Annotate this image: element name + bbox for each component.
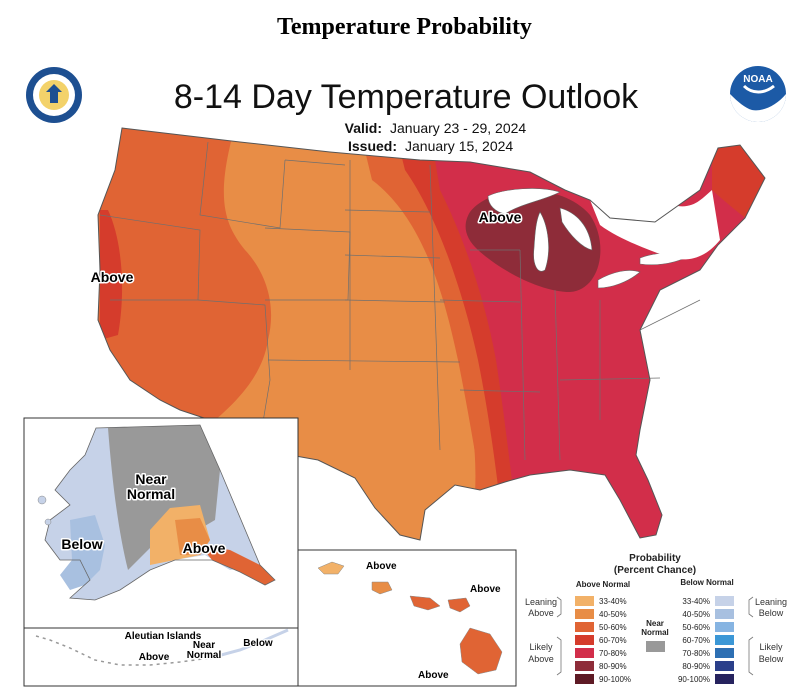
label-hawaii-2: Above [470,584,501,595]
commerce-seal-icon [26,67,82,123]
legend-below-range-5: 80-90% [682,662,710,671]
legend-leaning-above-2: Above [528,608,554,618]
legend-below-swatch-4 [715,648,734,658]
legend-likely-below-1: Likely [759,642,783,652]
hawaii-inset: Above Above Above [297,549,517,687]
label-great-lakes: Above [479,209,522,225]
legend-below-swatch-0 [715,596,734,606]
alaska-inset: Near Normal Below Above Aleutian Islands… [23,417,299,687]
legend-below-swatch-1 [715,609,734,619]
legend-below-swatch-5 [715,661,734,671]
zone-60-70-coast [100,210,123,340]
legend-below-range-3: 60-70% [682,636,710,645]
conus-outline [97,127,766,541]
label-aleutian-above: Above [139,652,170,663]
legend-near-1: Near [646,619,664,628]
label-alaska-above: Above [183,540,226,556]
valid-label: Valid: [345,120,382,136]
legend-above-swatch-5 [575,661,594,671]
legend-above-range-2: 50-60% [599,623,627,632]
legend-title-2: (Percent Chance) [614,565,696,576]
legend-swatch-near-normal [646,641,665,652]
issued-date: January 15, 2024 [405,138,513,154]
legend-above-header: Above Normal [576,580,630,589]
legend-below-range-4: 70-80% [682,649,710,658]
map-title: 8-14 Day Temperature Outlook [174,78,639,116]
legend-above-swatch-0 [575,596,594,606]
label-hawaii-1: Above [366,561,397,572]
legend-likely-below-2: Below [759,654,784,664]
legend-title-1: Probability [629,553,681,564]
label-aleutian-below: Below [243,638,273,649]
legend-above-range-5: 80-90% [599,662,627,671]
label-aleutian-title: Aleutian Islands [125,631,202,642]
page-title: Temperature Probability [277,14,532,40]
legend-below-range-0: 33-40% [682,597,710,606]
state-boundaries [99,141,701,461]
label-aleutian-near-1: Near [193,640,215,651]
label-west-coast: Above [91,269,134,285]
label-alaska-near-2: Normal [127,486,175,502]
legend-below-swatch-6 [715,674,734,684]
label-hawaii-3: Above [418,670,449,681]
label-aleutian-near-2: Normal [187,650,222,661]
legend-above-swatch-4 [575,648,594,658]
noaa-logo-icon: NOAA [730,66,786,122]
legend-above-range-4: 70-80% [599,649,627,658]
valid-date: January 23 - 29, 2024 [390,120,526,136]
legend-above-swatch-2 [575,622,594,632]
legend-above-range-3: 60-70% [599,636,627,645]
label-alaska-near-1: Near [135,471,167,487]
legend-above-swatch-6 [575,674,594,684]
legend-likely-above-2: Above [528,654,554,664]
label-alaska-below: Below [61,536,102,552]
legend-leaning-below-2: Below [759,608,784,618]
canada-region [590,190,720,260]
legend-leaning-below-1: Leaning [755,597,787,607]
legend-below-swatch-2 [715,622,734,632]
legend-above-range-1: 40-50% [599,610,627,619]
legend: Probability (Percent Chance) Above Norma… [525,553,787,684]
legend-above-range-0: 33-40% [599,597,627,606]
legend-below-range-2: 50-60% [682,623,710,632]
issued-label: Issued: [348,138,397,154]
legend-below-header: Below Normal [680,578,733,587]
legend-below-range-6: 90-100% [678,675,710,684]
legend-above-swatch-1 [575,609,594,619]
legend-above-range-6: 90-100% [599,675,631,684]
legend-near-2: Normal [641,628,669,637]
legend-likely-above-1: Likely [529,642,553,652]
legend-below-range-1: 40-50% [682,610,710,619]
legend-below-swatch-3 [715,635,734,645]
legend-leaning-above-1: Leaning [525,597,557,607]
svg-text:NOAA: NOAA [743,74,772,85]
legend-above-swatch-3 [575,635,594,645]
